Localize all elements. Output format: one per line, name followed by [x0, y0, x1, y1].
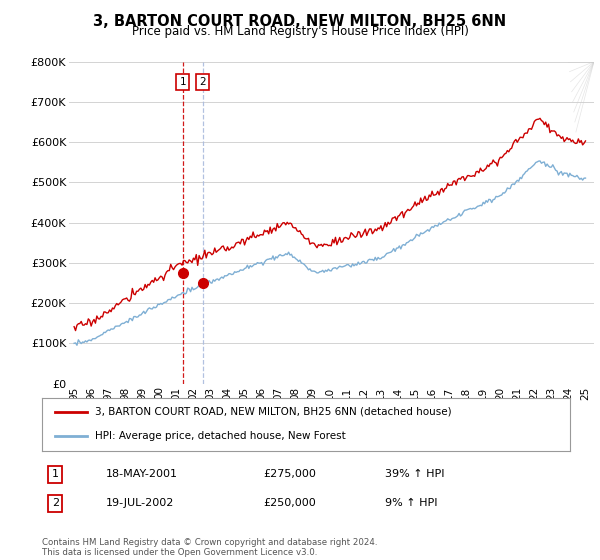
Text: 39% ↑ HPI: 39% ↑ HPI — [385, 469, 445, 479]
Text: £275,000: £275,000 — [264, 469, 317, 479]
Text: 19-JUL-2002: 19-JUL-2002 — [106, 498, 174, 508]
Text: 2: 2 — [52, 498, 59, 508]
Text: Price paid vs. HM Land Registry's House Price Index (HPI): Price paid vs. HM Land Registry's House … — [131, 25, 469, 38]
Text: 18-MAY-2001: 18-MAY-2001 — [106, 469, 178, 479]
Text: 3, BARTON COURT ROAD, NEW MILTON, BH25 6NN (detached house): 3, BARTON COURT ROAD, NEW MILTON, BH25 6… — [95, 407, 451, 417]
Text: 2: 2 — [199, 77, 206, 87]
Text: HPI: Average price, detached house, New Forest: HPI: Average price, detached house, New … — [95, 431, 346, 441]
Text: 9% ↑ HPI: 9% ↑ HPI — [385, 498, 438, 508]
Text: Contains HM Land Registry data © Crown copyright and database right 2024.
This d: Contains HM Land Registry data © Crown c… — [42, 538, 377, 557]
Text: 3, BARTON COURT ROAD, NEW MILTON, BH25 6NN: 3, BARTON COURT ROAD, NEW MILTON, BH25 6… — [94, 14, 506, 29]
Text: 1: 1 — [52, 469, 59, 479]
Text: £250,000: £250,000 — [264, 498, 317, 508]
Text: 1: 1 — [179, 77, 186, 87]
